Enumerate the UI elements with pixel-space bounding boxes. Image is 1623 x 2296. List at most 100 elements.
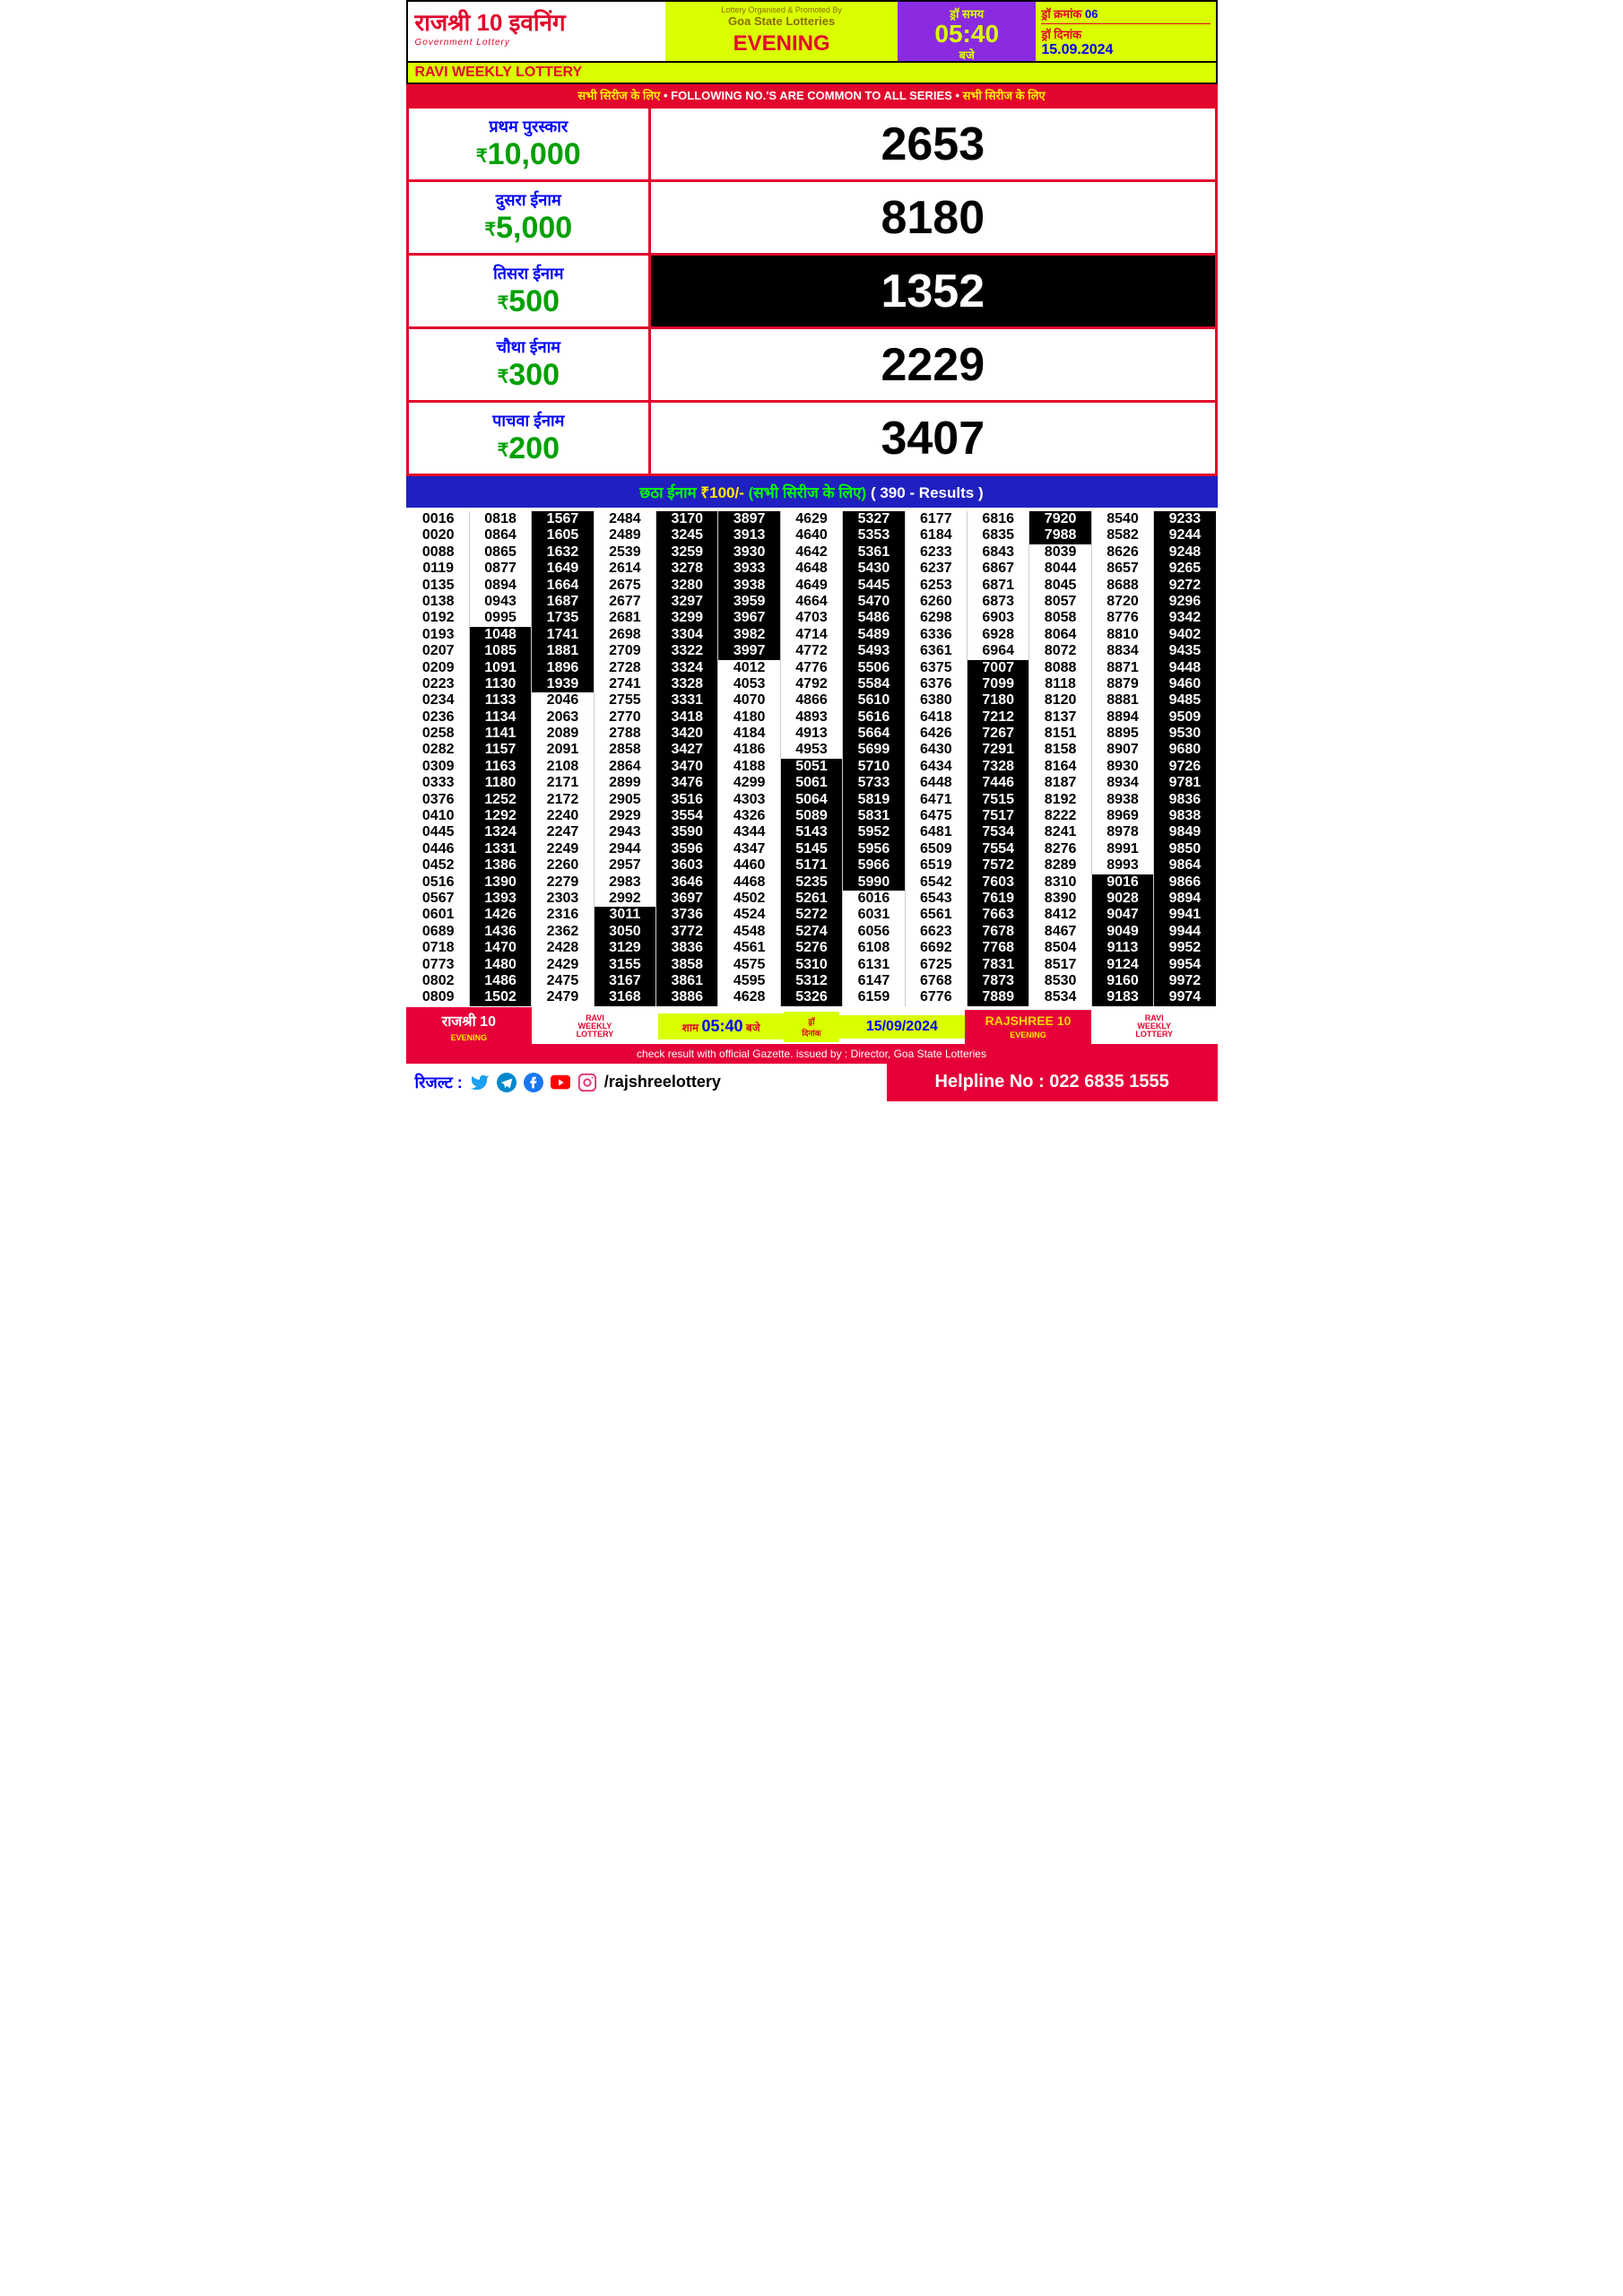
lottery-number: 0376: [408, 792, 469, 808]
lottery-number: 2279: [532, 874, 593, 891]
lottery-number: 1480: [470, 957, 531, 973]
lottery-number: 8390: [1029, 891, 1090, 907]
lottery-number: 0223: [408, 676, 469, 692]
lottery-number: 4053: [718, 676, 779, 692]
lottery-number: 8978: [1092, 824, 1153, 840]
lottery-number: 1390: [470, 874, 531, 891]
lottery-number: 8289: [1029, 857, 1090, 874]
number-column: 8540858286268657868887208776881088348871…: [1092, 511, 1154, 1006]
number-column: 0016002000880119013501380192019302070209…: [408, 511, 470, 1006]
lottery-number: 2249: [532, 841, 593, 857]
lottery-number: 2303: [532, 891, 593, 907]
number-column: 5327535353615430544554705486548954935506…: [843, 511, 905, 1006]
prize-info: चौथा ईनाम₹300: [407, 328, 650, 402]
lottery-number: 0088: [408, 544, 469, 561]
lottery-number: 6336: [906, 627, 967, 643]
lottery-number: 8938: [1092, 792, 1153, 808]
lottery-number: 6147: [843, 973, 904, 989]
lottery-number: 4326: [718, 808, 779, 824]
lottery-number: 9402: [1154, 627, 1215, 643]
lottery-number: 8044: [1029, 561, 1090, 577]
lottery-number: 0209: [408, 660, 469, 676]
lottery-number: 5831: [843, 808, 904, 824]
prize-number: 1352: [650, 255, 1216, 328]
lottery-number: 5261: [781, 891, 842, 907]
lottery-number: 5274: [781, 924, 842, 940]
lottery-number: 8088: [1029, 660, 1090, 676]
lottery-number: 2675: [595, 578, 655, 594]
lottery-number: 8151: [1029, 726, 1090, 742]
lottery-number: 4893: [781, 709, 842, 726]
telegram-icon[interactable]: [497, 1073, 516, 1092]
lottery-number: 0894: [470, 578, 531, 594]
lottery-number: 6448: [906, 775, 967, 791]
lottery-number: 1896: [532, 660, 593, 676]
lottery-number: 0309: [408, 759, 469, 775]
lottery-number: 2677: [595, 594, 655, 610]
lottery-number: 4344: [718, 824, 779, 840]
lottery-number: 8045: [1029, 578, 1090, 594]
lottery-number: 2362: [532, 924, 593, 940]
lottery-number: 0567: [408, 891, 469, 907]
lottery-number: 3772: [656, 924, 717, 940]
lottery-number: 1134: [470, 709, 531, 726]
lottery-number: 9244: [1154, 527, 1215, 544]
lottery-number: 2539: [595, 544, 655, 561]
header-draw-time: ड्रॉ समय 05:40 बजे: [898, 2, 1036, 61]
lottery-number: 8688: [1092, 578, 1153, 594]
prize-row: दुसरा ईनाम₹5,0008180: [407, 181, 1216, 255]
lottery-number: 5733: [843, 775, 904, 791]
lottery-number: 5312: [781, 973, 842, 989]
draw-no-label: ड्रॉ क्रमांक: [1041, 7, 1081, 21]
lottery-number: 8192: [1029, 792, 1090, 808]
lottery-number: 4776: [781, 660, 842, 676]
lottery-subtitle: Government Lottery: [415, 38, 659, 48]
lottery-number: 7831: [968, 957, 1028, 973]
lottery-number: 5143: [781, 824, 842, 840]
number-column: 9233924492489265927292969342940294359448…: [1154, 511, 1215, 1006]
lottery-number: 4913: [781, 726, 842, 742]
lottery-number: 5616: [843, 709, 904, 726]
prize-row: पाचवा ईनाम₹2003407: [407, 402, 1216, 475]
lottery-number: 9485: [1154, 692, 1215, 709]
lottery-number: 1091: [470, 660, 531, 676]
lottery-number: 6928: [968, 627, 1028, 643]
lottery-number: 3938: [718, 578, 779, 594]
lottery-number: 2709: [595, 643, 655, 659]
lottery-number: 0446: [408, 841, 469, 857]
lottery-number: 5430: [843, 561, 904, 577]
lottery-number: 8991: [1092, 841, 1153, 857]
twitter-icon[interactable]: [470, 1073, 490, 1092]
bullet: •: [664, 89, 671, 102]
lottery-number: 4714: [781, 627, 842, 643]
lottery-number: 1632: [532, 544, 593, 561]
number-column: 2484248925392614267526772681269827092728…: [595, 511, 656, 1006]
prize-name: दुसरा ईनाम: [420, 189, 638, 211]
lottery-number: 4595: [718, 973, 779, 989]
lottery-number: 1649: [532, 561, 593, 577]
draw-time-suffix: बजे: [901, 47, 1032, 63]
lottery-number: 6016: [843, 891, 904, 907]
lottery-number: 1163: [470, 759, 531, 775]
lottery-number: 4792: [781, 676, 842, 692]
number-column: 6177618462336237625362606298633663616375…: [906, 511, 968, 1006]
lottery-number: 4628: [718, 989, 779, 1005]
lottery-number: 8582: [1092, 527, 1153, 544]
youtube-icon[interactable]: [551, 1073, 570, 1092]
instagram-icon[interactable]: [577, 1073, 597, 1092]
lottery-number: 0207: [408, 643, 469, 659]
lottery-number: 8934: [1092, 775, 1153, 791]
lottery-number: 9124: [1092, 957, 1153, 973]
lottery-number: 8881: [1092, 692, 1153, 709]
number-column: 4629464046424648464946644703471447724776…: [781, 511, 843, 1006]
lottery-number: 7988: [1029, 527, 1090, 544]
lottery-number: 5061: [781, 775, 842, 791]
facebook-icon[interactable]: [524, 1073, 543, 1092]
lottery-number: 6108: [843, 940, 904, 956]
bullet: •: [955, 89, 962, 102]
lottery-number: 1180: [470, 775, 531, 791]
lottery-number: 5327: [843, 511, 904, 527]
lottery-number: 6361: [906, 643, 967, 659]
lottery-number: 0020: [408, 527, 469, 544]
lottery-number: 7007: [968, 660, 1028, 676]
